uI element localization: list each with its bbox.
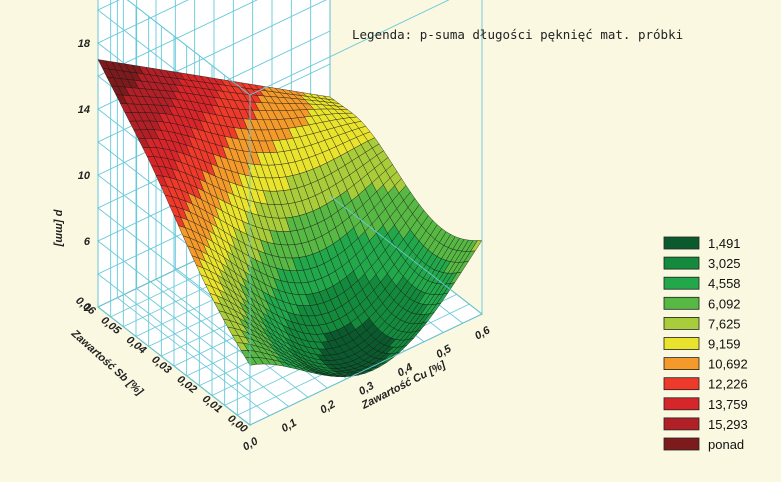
z-tick-label: 14	[78, 104, 90, 116]
box-edge	[126, 0, 251, 96]
y-tick-label: 0,06	[73, 295, 98, 318]
box-edge	[249, 313, 483, 426]
legend-label: 1,491	[708, 236, 741, 251]
x-tick-label: 0,6	[473, 324, 493, 342]
x-tick-label: 0,0	[241, 435, 261, 453]
legend-label: 13,759	[708, 397, 748, 412]
z-tick-label: 6	[84, 236, 91, 248]
legend-swatch	[663, 337, 700, 350]
legend-swatch	[663, 417, 700, 431]
legend-swatch	[663, 437, 700, 451]
legend-swatch	[663, 357, 700, 371]
legend-swatch	[663, 276, 700, 290]
legend-label: 12,226	[708, 377, 748, 392]
box-edge	[329, 195, 483, 315]
legend-label: 10,692	[708, 357, 748, 372]
legend-label: 6,092	[708, 296, 741, 311]
legend-swatch	[663, 377, 700, 391]
legend-label: ponad	[708, 437, 744, 452]
legend-label: 9,159	[708, 337, 741, 352]
z-tick-label: 18	[78, 38, 91, 50]
legend-swatch	[663, 316, 700, 330]
box-edge	[249, 0, 450, 96]
legend-swatch	[663, 256, 700, 270]
legend-swatch	[663, 236, 700, 250]
chart-box-front-edges	[97, 0, 483, 426]
legend-swatch	[663, 296, 700, 310]
x-tick-label: 0,5	[434, 342, 454, 360]
legend-swatch	[663, 397, 700, 411]
surface-mesh	[97, 59, 483, 378]
z-tick-label: 2	[83, 302, 90, 314]
legend: 1,491 3,025 4,558 6,092 7,625 9,159 10,692 12,2…	[663, 236, 748, 452]
surface-cell	[470, 240, 483, 252]
x-tick-label: 0,1	[280, 417, 299, 435]
legend-label: 15,293	[708, 417, 748, 432]
z-tick-label: 10	[78, 170, 91, 182]
legend-label: 4,558	[708, 276, 741, 291]
x-tick-label: 0,2	[318, 398, 337, 416]
legend-title: Legenda: p-suma długości pęknięć mat. pr…	[352, 27, 683, 42]
box-edge	[97, 306, 251, 426]
legend-label: 3,025	[708, 256, 741, 271]
z-axis-label: p [mm]	[53, 209, 65, 247]
legend-label: 7,625	[708, 316, 741, 331]
